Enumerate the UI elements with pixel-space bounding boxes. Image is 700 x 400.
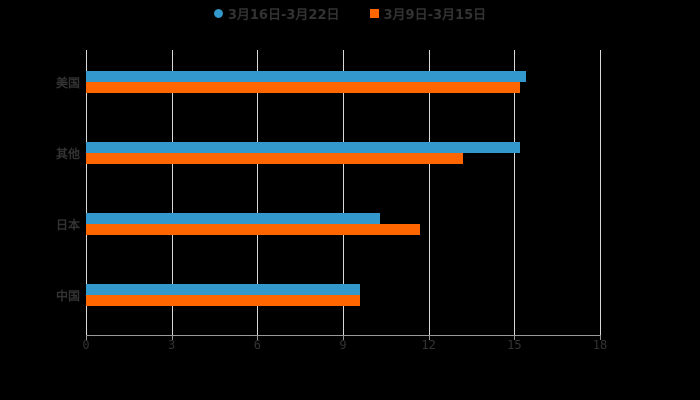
bar[interactable]	[86, 152, 463, 164]
x-tick-label: 0	[82, 338, 90, 352]
x-tick-label: 15	[507, 338, 522, 352]
legend-item-series-1[interactable]: 3月16日-3月22日	[213, 4, 340, 23]
x-tick-label: 9	[339, 338, 347, 352]
gridline	[257, 50, 259, 335]
bar[interactable]	[86, 70, 526, 82]
axis-tick	[343, 335, 344, 340]
bar[interactable]	[86, 213, 381, 225]
x-tick-label: 12	[421, 338, 436, 352]
square-marker-icon	[369, 9, 379, 18]
gridline	[428, 50, 430, 335]
x-axis	[86, 335, 600, 336]
bar[interactable]	[86, 284, 361, 296]
axis-tick	[171, 335, 173, 340]
legend-label: 3月9日-3月15日	[383, 8, 487, 23]
y-category-label: 美国	[55, 75, 80, 90]
axis-tick	[257, 335, 259, 340]
x-tick-label: 6	[253, 338, 261, 352]
x-tick-label: 18	[592, 338, 608, 352]
axis-tick	[514, 335, 516, 340]
circle-marker-icon	[213, 9, 223, 18]
gridline	[171, 50, 173, 335]
axis-tick	[428, 335, 430, 340]
legend-item-series-2[interactable]: 3月9日-3月15日	[369, 4, 487, 23]
legend-label: 3月16日-3月22日	[227, 8, 340, 23]
gridline	[514, 50, 516, 335]
bar[interactable]	[86, 81, 521, 93]
bar[interactable]	[86, 224, 421, 236]
bar[interactable]	[86, 141, 521, 153]
x-tick-label: 3	[168, 338, 176, 352]
gridline	[600, 50, 601, 335]
gridline	[343, 50, 344, 335]
y-category-label: 日本	[55, 218, 80, 233]
legend: 3月16日-3月22日 3月9日-3月15日	[0, 4, 700, 23]
gridline	[86, 50, 87, 335]
y-category-label: 中国	[55, 289, 80, 304]
axis-tick	[86, 335, 87, 340]
axis-tick	[600, 335, 601, 340]
bar[interactable]	[86, 295, 361, 307]
y-category-label: 其他	[55, 146, 80, 161]
